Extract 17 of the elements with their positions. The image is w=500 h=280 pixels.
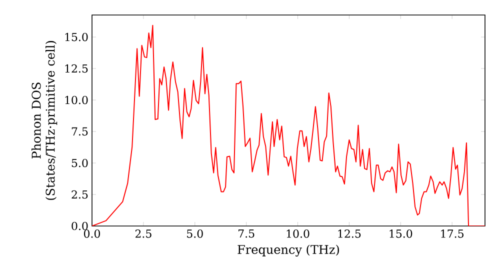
x-tick-label: 10.0 xyxy=(286,230,310,238)
y-axis-title: Phonon DOS (States/THz·primitive cell) xyxy=(32,41,58,200)
y-tick-label: 12.5 xyxy=(65,64,88,73)
x-tick-label: 17.5 xyxy=(441,230,464,238)
x-tick-label: 5.0 xyxy=(187,230,203,238)
x-tick-label: 2.5 xyxy=(135,230,152,238)
x-axis-title: Frequency (THz) xyxy=(238,244,339,256)
y-tick-label: 0.0 xyxy=(72,222,88,230)
x-tick-label: 12.5 xyxy=(338,230,361,238)
y-tick-label: 2.5 xyxy=(72,190,88,199)
y-tick-label: 7.5 xyxy=(72,127,88,136)
x-tick-label: 0.0 xyxy=(84,230,100,238)
y-tick-label: 5.0 xyxy=(72,158,88,168)
x-tick-label: 7.5 xyxy=(238,230,254,238)
y-tick-label: 15.0 xyxy=(65,32,88,42)
x-tick-label: 15.0 xyxy=(390,230,412,238)
y-tick-label: 10.0 xyxy=(65,96,88,104)
